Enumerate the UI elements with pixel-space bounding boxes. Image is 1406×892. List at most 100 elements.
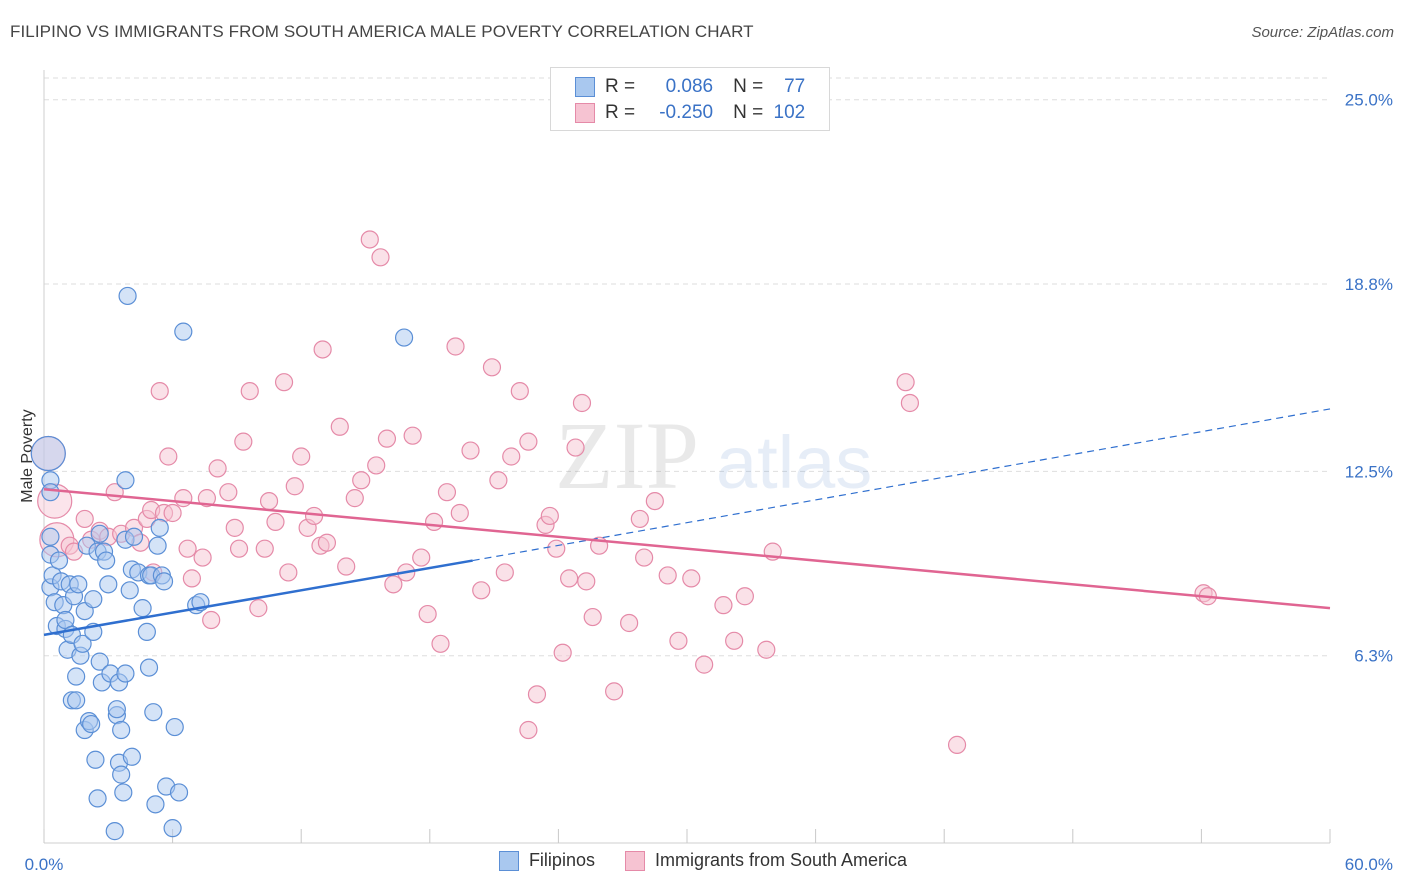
trend-line-immigrants xyxy=(43,487,1331,610)
data-point-immigrants xyxy=(274,373,294,392)
data-point-immigrants xyxy=(418,604,437,624)
data-point-immigrants xyxy=(547,539,566,558)
legend-label-immigrants: Immigrants from South America xyxy=(654,850,908,870)
data-point-immigrants xyxy=(735,587,754,606)
data-point-immigrants xyxy=(377,429,397,448)
data-point-filipinos xyxy=(49,551,69,570)
data-point-immigrants xyxy=(947,735,967,754)
data-point-immigrants xyxy=(255,539,274,558)
data-point-filipinos xyxy=(84,590,103,609)
data-point-immigrants xyxy=(450,503,469,523)
data-point-filipinos xyxy=(174,322,193,341)
data-point-immigrants xyxy=(635,548,654,567)
data-point-immigrants xyxy=(403,426,422,445)
data-point-immigrants xyxy=(482,358,502,377)
data-point-filipinos xyxy=(41,527,60,546)
data-point-immigrants xyxy=(757,640,776,659)
data-point-immigrants xyxy=(553,643,572,662)
y-tick-label: 6.3% xyxy=(1354,647,1393,666)
watermark-atlas: atlas xyxy=(716,421,872,504)
axes xyxy=(43,70,1331,844)
tick-labels: 6.3% 12.5% 18.8% 25.0% 0.0% 60.0% xyxy=(25,91,1393,874)
data-point-immigrants xyxy=(313,340,332,359)
legend-item-filipinos[interactable]: Filipinos xyxy=(498,850,595,871)
data-point-filipinos xyxy=(107,700,126,719)
data-point-immigrants xyxy=(630,509,649,529)
data-point-immigrants xyxy=(150,381,169,401)
trend-line-filipinos xyxy=(43,559,473,637)
data-point-filipinos xyxy=(30,435,66,472)
data-point-immigrants xyxy=(285,477,304,496)
correlation-legend: R = 0.086 N = 77 R = -0.250 N = 102 xyxy=(550,67,830,131)
data-point-immigrants xyxy=(225,518,244,537)
series-legend: Filipinos Immigrants from South America xyxy=(0,850,1406,871)
data-point-immigrants xyxy=(658,566,677,585)
series-immigrants-south-america xyxy=(30,230,1217,754)
data-point-immigrants xyxy=(292,447,311,466)
data-point-filipinos xyxy=(137,622,156,642)
legend-r-value-filipinos: 0.086 xyxy=(665,76,714,97)
data-point-immigrants xyxy=(174,489,193,508)
data-point-filipinos xyxy=(133,599,152,618)
data-point-filipinos xyxy=(112,765,131,784)
legend-n-label: N = xyxy=(733,76,764,97)
data-point-immigrants xyxy=(540,506,559,526)
legend-swatch-filipinos xyxy=(498,850,519,871)
y-tick-label: 12.5% xyxy=(1345,462,1393,481)
chart-title: FILIPINO VS IMMIGRANTS FROM SOUTH AMERIC… xyxy=(10,22,754,41)
legend-swatch-immigrants xyxy=(624,850,645,871)
data-point-immigrants xyxy=(437,483,457,502)
data-point-filipinos xyxy=(116,471,135,490)
data-point-immigrants xyxy=(495,563,514,582)
data-point-immigrants xyxy=(345,489,364,508)
data-point-immigrants xyxy=(669,631,688,650)
data-point-immigrants xyxy=(695,655,714,674)
data-point-immigrants xyxy=(360,230,379,249)
data-point-immigrants xyxy=(163,503,182,523)
data-point-immigrants xyxy=(249,599,268,618)
data-point-immigrants xyxy=(682,569,701,588)
data-point-immigrants xyxy=(446,337,465,356)
data-point-immigrants xyxy=(159,447,178,466)
data-point-filipinos xyxy=(122,747,141,766)
data-point-filipinos xyxy=(99,575,118,594)
data-point-immigrants xyxy=(519,720,538,740)
data-point-immigrants xyxy=(900,393,920,413)
data-point-immigrants xyxy=(229,539,249,558)
data-point-immigrants xyxy=(182,569,201,588)
data-point-filipinos xyxy=(139,658,159,677)
data-point-immigrants xyxy=(527,685,547,704)
grid-lines xyxy=(44,77,1330,657)
data-point-immigrants xyxy=(240,381,259,401)
data-point-immigrants xyxy=(566,438,585,457)
data-point-immigrants xyxy=(352,471,371,490)
data-point-immigrants xyxy=(583,607,602,627)
data-point-filipinos xyxy=(90,652,109,671)
data-point-immigrants xyxy=(714,596,733,615)
data-point-immigrants xyxy=(461,441,480,460)
trend-line-filipinos-extended xyxy=(472,408,1331,562)
data-point-filipinos xyxy=(88,789,107,808)
data-point-filipinos xyxy=(112,720,131,740)
y-tick-label: 25.0% xyxy=(1345,91,1393,110)
data-point-immigrants xyxy=(371,248,390,267)
trend-lines xyxy=(43,408,1331,637)
data-point-immigrants xyxy=(620,613,639,633)
chart-source: Source: ZipAtlas.com xyxy=(1251,24,1394,41)
data-point-immigrants xyxy=(725,631,744,650)
data-point-filipinos xyxy=(69,575,88,594)
data-point-immigrants xyxy=(279,563,298,582)
data-point-immigrants xyxy=(208,459,227,478)
data-point-filipinos xyxy=(82,714,101,734)
data-point-immigrants xyxy=(259,491,279,511)
data-point-filipinos xyxy=(394,328,414,347)
data-point-immigrants xyxy=(510,381,529,401)
legend-item-immigrants[interactable]: Immigrants from South America xyxy=(624,850,908,871)
x-tick-label: 0.0% xyxy=(25,855,64,874)
data-point-immigrants xyxy=(266,512,285,532)
watermark: ZIP atlas xyxy=(555,402,872,509)
series-filipinos xyxy=(30,286,414,841)
data-point-immigrants xyxy=(197,489,216,508)
x-tick-label: 60.0% xyxy=(1345,855,1393,874)
